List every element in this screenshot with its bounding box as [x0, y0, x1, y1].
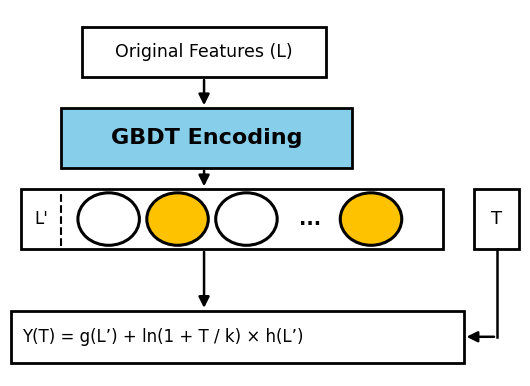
- Bar: [474, 189, 519, 249]
- Bar: [61, 108, 352, 168]
- Text: ...: ...: [299, 210, 321, 229]
- Bar: [82, 27, 326, 77]
- Ellipse shape: [216, 193, 277, 245]
- Bar: [11, 311, 464, 363]
- Ellipse shape: [147, 193, 208, 245]
- Bar: [21, 189, 443, 249]
- Ellipse shape: [340, 193, 402, 245]
- Text: T: T: [491, 210, 502, 228]
- Text: Y(T) = g(L’) + ln(1 + T / k) × h(L’): Y(T) = g(L’) + ln(1 + T / k) × h(L’): [22, 328, 304, 346]
- Ellipse shape: [78, 193, 139, 245]
- Text: L': L': [34, 210, 48, 228]
- Text: GBDT Encoding: GBDT Encoding: [111, 128, 303, 148]
- Text: Original Features (L): Original Features (L): [115, 43, 293, 61]
